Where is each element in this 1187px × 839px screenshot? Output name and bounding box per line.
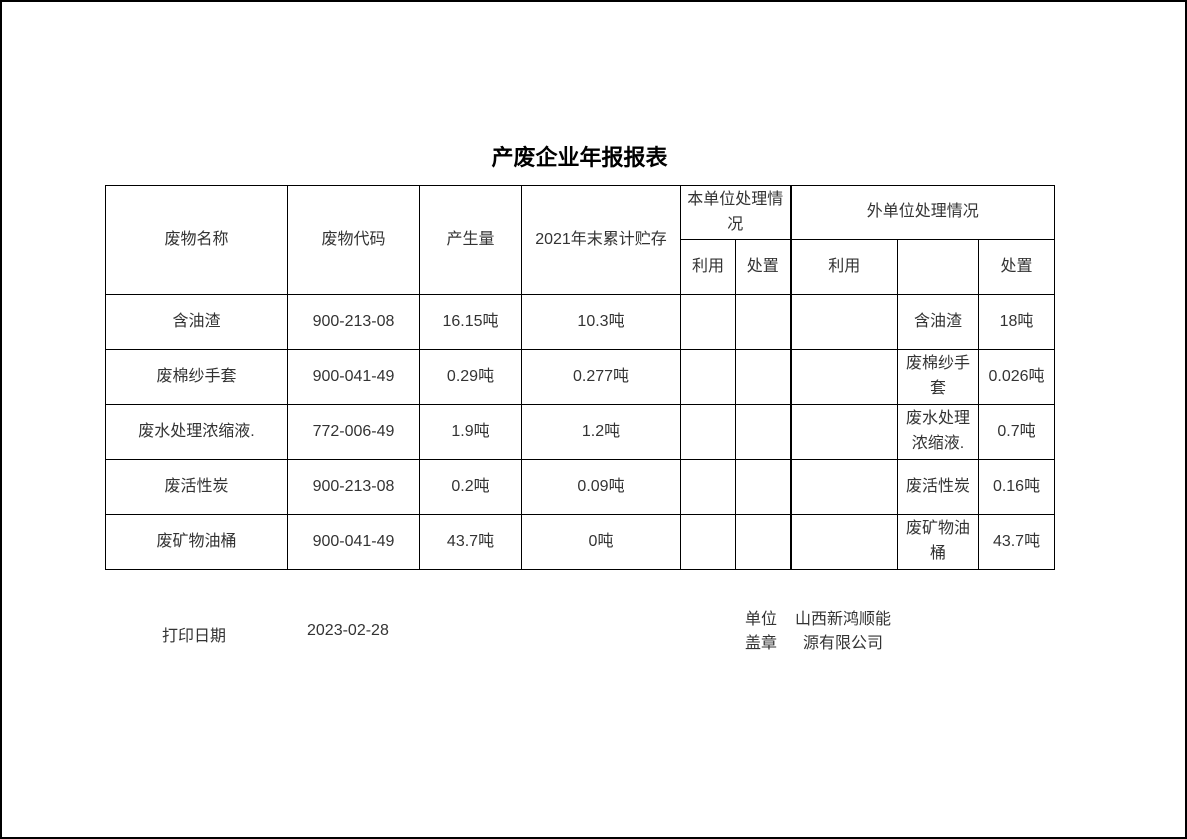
table-row: 废水处理浓缩液. 772-006-49 1.9吨 1.2吨 废水处理浓缩液. 0.7吨 <box>105 404 1056 460</box>
table-cell: 1.2吨 <box>521 404 681 460</box>
table-header-row-group: 废物名称 废物代码 产生量 2021年末累计贮存 本单位处理情况 外单位处理情况 <box>105 185 1056 295</box>
table-row: 废棉纱手套 900-041-49 0.29吨 0.277吨 废棉纱手套 0.026吨 <box>105 349 1056 405</box>
table-cell: 废矿物油桶 <box>897 514 980 570</box>
table-cell: 900-213-08 <box>287 459 420 515</box>
print-date-label: 打印日期 <box>162 628 227 645</box>
table-cell <box>789 294 899 350</box>
table-cell: 废棉纱手套 <box>897 349 980 405</box>
table-cell: 16.15吨 <box>419 294 522 350</box>
table-cell <box>789 459 899 515</box>
table-cell: 900-213-08 <box>287 294 420 350</box>
table-cell: 废棉纱手套 <box>105 349 288 405</box>
table-row: 含油渣 900-213-08 16.15吨 10.3吨 含油渣 18吨 <box>105 294 1056 350</box>
table-cell <box>789 404 899 460</box>
table-cell <box>734 459 792 515</box>
table-cell <box>680 514 736 570</box>
table-cell: 0.29吨 <box>419 349 522 405</box>
unit-seal-label: 单位 盖章 <box>745 611 778 652</box>
table-cell: 900-041-49 <box>287 514 420 570</box>
annual-report-table: 废物名称 废物代码 产生量 2021年末累计贮存 本单位处理情况 外单位处理情况… <box>105 185 1056 570</box>
header-own-unit-group: 本单位处理情况 <box>679 185 792 240</box>
header-waste-code: 废物代码 <box>287 185 420 295</box>
table-cell <box>680 349 736 405</box>
table-cell <box>680 459 736 515</box>
table-cell: 0吨 <box>521 514 681 570</box>
header-own-use: 利用 <box>680 239 736 295</box>
table-cell: 0.277吨 <box>521 349 681 405</box>
print-date-value: 2023-02-28 <box>307 622 389 639</box>
table-cell: 10.3吨 <box>521 294 681 350</box>
table-cell: 43.7吨 <box>419 514 522 570</box>
header-storage-2021: 2021年末累计贮存 <box>521 185 681 295</box>
unit-seal-block: 单位 盖章 山西新鸿顺能源有限公司 <box>745 608 893 656</box>
table-cell <box>680 294 736 350</box>
header-own-dispose: 处置 <box>734 239 792 295</box>
header-ext-middle <box>897 239 980 295</box>
table-cell: 0.09吨 <box>521 459 681 515</box>
table-cell: 含油渣 <box>897 294 980 350</box>
table-cell: 废水处理浓缩液. <box>105 404 288 460</box>
table-row: 废活性炭 900-213-08 0.2吨 0.09吨 废活性炭 0.16吨 <box>105 459 1056 515</box>
table-cell: 0.16吨 <box>978 459 1056 515</box>
table-cell: 0.2吨 <box>419 459 522 515</box>
table-row: 废矿物油桶 900-041-49 43.7吨 0吨 废矿物油桶 43.7吨 <box>105 514 1056 570</box>
header-ext-use: 利用 <box>789 239 899 295</box>
table-cell: 废水处理浓缩液. <box>897 404 980 460</box>
table-cell: 废活性炭 <box>897 459 980 515</box>
table-cell: 含油渣 <box>105 294 288 350</box>
table-cell: 0.026吨 <box>978 349 1056 405</box>
table-cell <box>734 294 792 350</box>
table-cell <box>789 349 899 405</box>
table-cell: 1.9吨 <box>419 404 522 460</box>
table-cell: 43.7吨 <box>978 514 1056 570</box>
header-waste-name: 废物名称 <box>105 185 288 295</box>
table-cell: 772-006-49 <box>287 404 420 460</box>
table-cell <box>680 404 736 460</box>
table-cell: 18吨 <box>978 294 1056 350</box>
company-name: 山西新鸿顺能源有限公司 <box>795 611 892 652</box>
table-header-row-sub: 利用 处置 利用 处置 <box>106 239 1056 295</box>
table-cell: 0.7吨 <box>978 404 1056 460</box>
header-ext-dispose: 处置 <box>978 239 1056 295</box>
table-cell <box>734 404 792 460</box>
table-body: 含油渣 900-213-08 16.15吨 10.3吨 含油渣 18吨 废棉纱手套 900-0… <box>105 294 1056 570</box>
table-cell: 900-041-49 <box>287 349 420 405</box>
table-cell: 废活性炭 <box>105 459 288 515</box>
header-external-unit-group: 外单位处理情况 <box>789 185 1056 240</box>
table-cell: 废矿物油桶 <box>105 514 288 570</box>
page-title: 产废企业年报报表 <box>491 145 668 170</box>
table-cell <box>789 514 899 570</box>
table-cell <box>734 349 792 405</box>
table-cell <box>734 514 792 570</box>
header-generated-amount: 产生量 <box>419 185 522 295</box>
